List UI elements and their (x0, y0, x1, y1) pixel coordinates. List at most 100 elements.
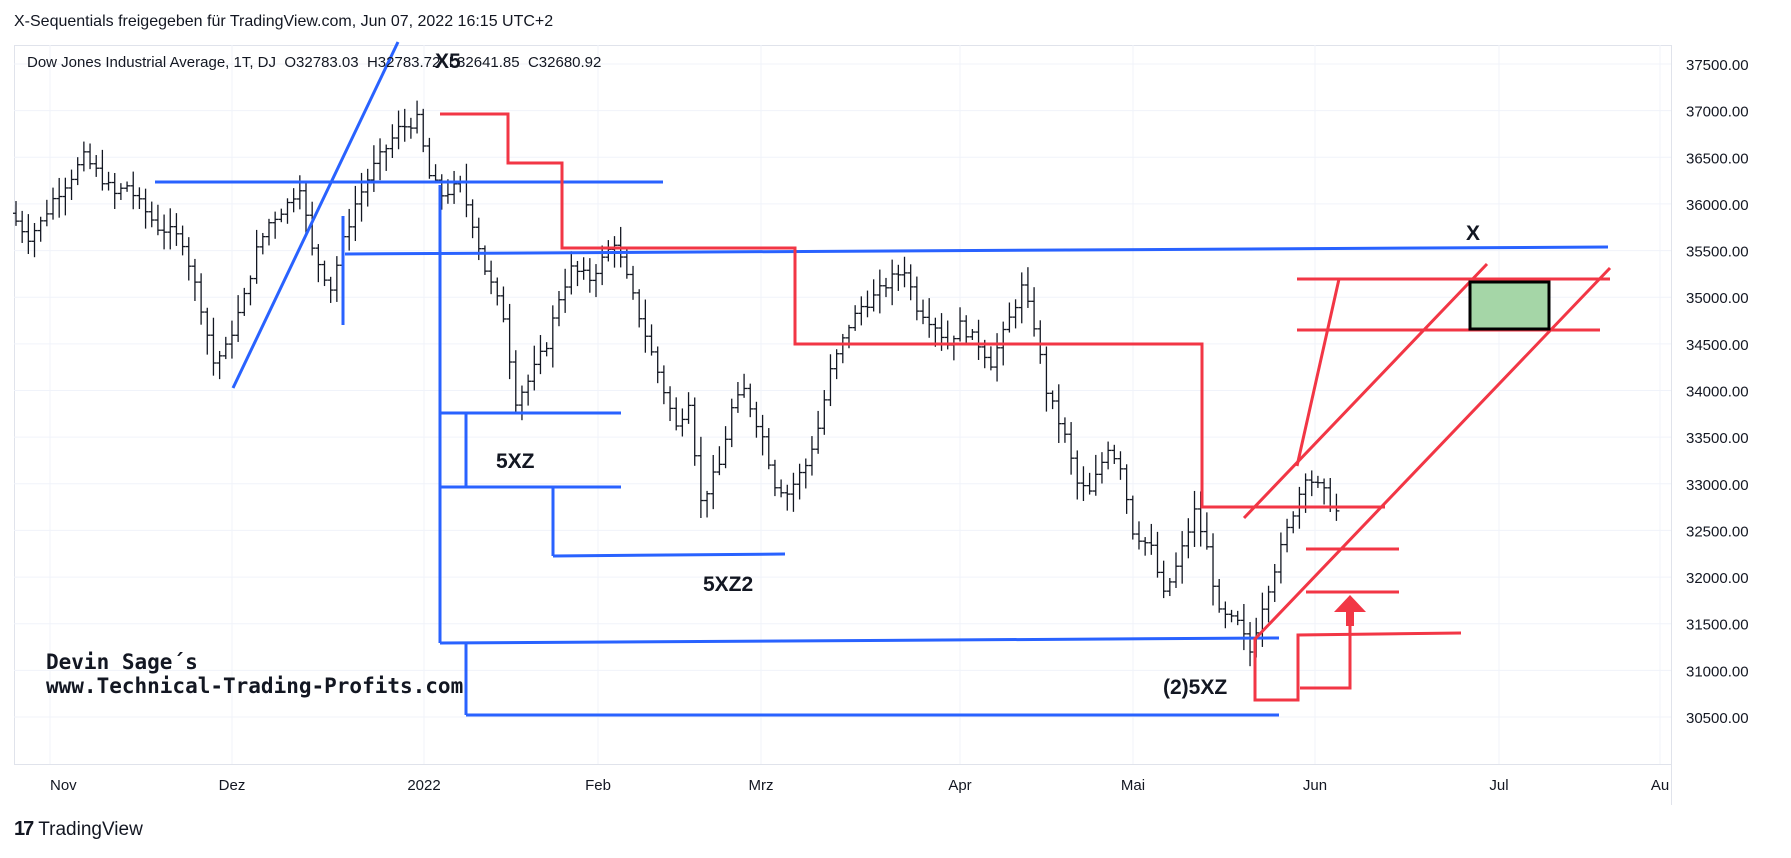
ohlc-bar (117, 183, 124, 201)
ohlc-bar (19, 210, 26, 243)
x-tick-label: Apr (948, 777, 971, 794)
label-5xz2: 5XZ2 (703, 573, 753, 596)
target-box (1468, 280, 1551, 331)
ohlc-bar (728, 398, 735, 448)
ohlc-bar (284, 198, 291, 224)
ohlc-bar (1222, 601, 1229, 629)
y-tick-label: 30500.00 (1686, 710, 1749, 727)
ohlc-bar (870, 279, 877, 312)
ohlc-bar (1265, 585, 1272, 623)
author-line-1: Devin Sage´s (46, 650, 198, 674)
label-5xz: 5XZ (496, 450, 535, 473)
ohlc-bar (1092, 454, 1099, 496)
ohlc-bar (1105, 441, 1112, 470)
ohlc-bar (1216, 579, 1223, 613)
ohlc-bar (987, 346, 994, 371)
legend-high: H32783.72 (366, 54, 441, 71)
x-tick-label: Mai (1121, 777, 1145, 794)
ohlc-bar (827, 354, 834, 407)
ohlc-bar (259, 232, 266, 255)
y-tick-label: 31000.00 (1686, 663, 1749, 680)
y-tick-label: 34000.00 (1686, 384, 1749, 401)
ohlc-bar (1117, 451, 1124, 480)
ohlc-bar (315, 244, 322, 283)
ohlc-bar (901, 256, 908, 288)
ohlc-bar (784, 484, 791, 511)
ohlc-bar (130, 171, 137, 210)
ohlc-bar (198, 273, 205, 325)
ohlc-bar (1006, 302, 1013, 333)
ohlc-bar (932, 317, 939, 347)
ohlc-bar (747, 383, 754, 418)
ohlc-bar (87, 143, 94, 170)
ohlc-bar (741, 373, 748, 398)
tradingview-logo-icon: 17 (14, 818, 34, 840)
ohlc-bar (1111, 444, 1118, 464)
ohlc-bar (852, 305, 859, 331)
ohlc-bar (957, 307, 964, 342)
ohlc-bar (815, 410, 822, 454)
ohlc-bar (333, 256, 340, 302)
ohlc-bar (697, 436, 704, 519)
ohlc-bar (457, 175, 464, 193)
y-tick-label: 32000.00 (1686, 570, 1749, 587)
ohlc-bar (13, 201, 19, 226)
ohlc-bar (704, 490, 711, 518)
ohlc-bar (432, 164, 439, 184)
ohlc-bar (685, 392, 692, 424)
legend-low: L32641.85 (448, 54, 520, 71)
ohlc-bar (62, 177, 69, 216)
ohlc-bar (1037, 320, 1044, 364)
ohlc-bar (148, 201, 155, 228)
x-tick-label: Nov (50, 777, 77, 794)
ohlc-bar (278, 208, 285, 223)
ohlc-bar (401, 108, 408, 142)
ohlc-bar (500, 286, 507, 323)
ohlc-bar (506, 303, 513, 380)
ohlc-bar (389, 124, 396, 158)
time-axis-border (14, 764, 1672, 765)
ohlc-bar (654, 346, 661, 384)
red-channel-upper (1242, 262, 1489, 520)
y-tick-label: 33500.00 (1686, 430, 1749, 447)
ohlc-bar (1271, 563, 1278, 602)
ohlc-bar (1321, 478, 1328, 505)
ohlc-bar (975, 319, 982, 360)
ohlc-bar (648, 324, 655, 356)
ohlc-bar (765, 428, 772, 470)
x-tick-label: Au (1651, 777, 1669, 794)
y-tick-label: 37000.00 (1686, 104, 1749, 121)
ohlc-bar (43, 199, 50, 227)
ohlc-bar (642, 299, 649, 353)
ohlc-bar (173, 213, 180, 246)
ohlc-bar (1049, 390, 1056, 410)
ohlc-bar (1240, 603, 1247, 651)
ohlc-bar (753, 401, 760, 438)
legend-close: C32680.92 (527, 54, 602, 71)
ohlc-bar (154, 204, 161, 236)
ohlc-bar (926, 298, 933, 338)
ohlc-bar (586, 258, 593, 293)
blue-trend-line (231, 41, 400, 389)
ohlc-bar (420, 108, 427, 153)
ohlc-bar (1154, 531, 1161, 578)
ohlc-bar (691, 397, 698, 466)
ohlc-bar (1210, 533, 1217, 606)
ohlc-bar (31, 223, 38, 258)
ohlc-bar (68, 169, 75, 201)
y-tick-label: 32500.00 (1686, 523, 1749, 540)
ohlc-bar (438, 174, 445, 210)
ohlc-bar (1234, 610, 1241, 626)
ohlc-bar (963, 315, 970, 345)
ohlc-bar (111, 172, 118, 209)
footer-branding[interactable]: 17 TradingView (14, 818, 143, 841)
ohlc-bar (1142, 537, 1149, 556)
y-tick-label: 37500.00 (1686, 57, 1749, 74)
ohlc-bar (185, 237, 192, 281)
ohlc-bar (1290, 511, 1297, 534)
ohlc-bar (790, 472, 797, 512)
ohlc-bar (204, 307, 211, 355)
ohlc-bar (883, 277, 889, 298)
ohlc-bar (759, 414, 766, 456)
